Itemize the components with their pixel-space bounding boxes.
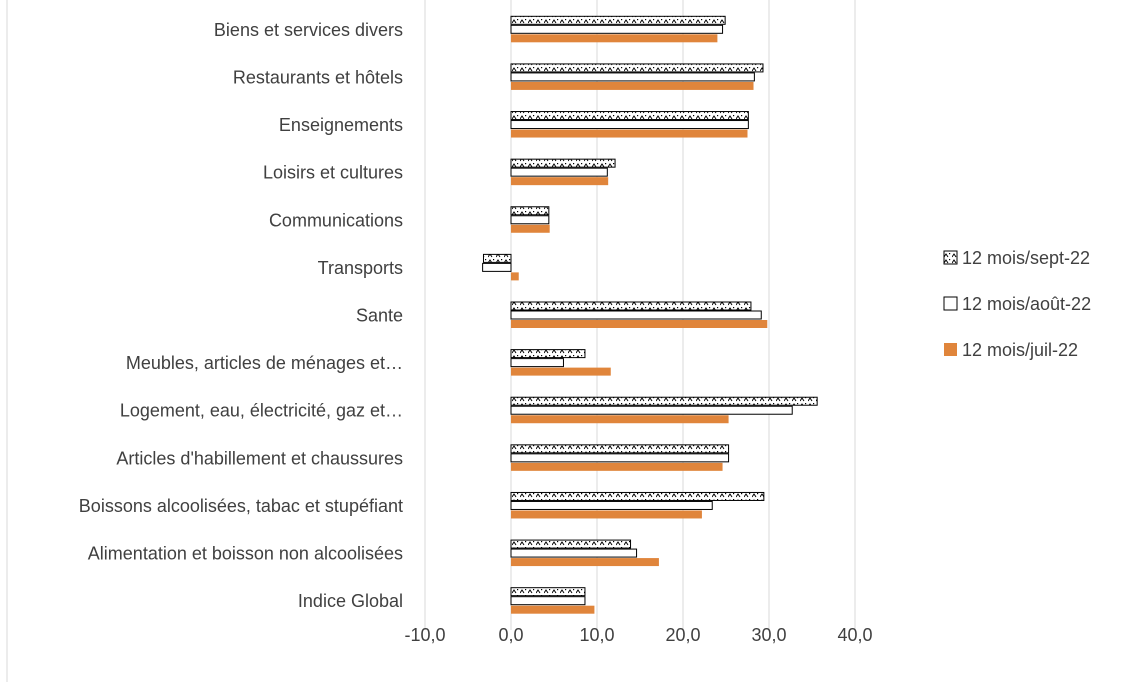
x-tick-label: 0,0 xyxy=(498,625,523,645)
bar xyxy=(510,215,550,225)
bar xyxy=(510,301,752,311)
bar xyxy=(510,500,713,510)
bar xyxy=(510,444,730,454)
category-label: Sante xyxy=(356,306,403,326)
bars xyxy=(482,15,818,614)
bar xyxy=(511,320,768,328)
bar xyxy=(511,415,729,424)
bar xyxy=(510,396,818,406)
category-label: Biens et services divers xyxy=(214,20,403,40)
bar xyxy=(511,367,611,376)
bar xyxy=(511,224,550,233)
legend-label: 12 mois/sept-22 xyxy=(962,248,1090,268)
bar xyxy=(510,453,730,463)
bar xyxy=(510,405,793,415)
legend-label: 12 mois/août-22 xyxy=(962,294,1091,314)
bar xyxy=(511,605,595,614)
bar xyxy=(511,129,748,138)
bar xyxy=(510,548,638,558)
bar xyxy=(511,81,754,90)
legend-label: 12 mois/juil-22 xyxy=(962,340,1078,360)
bar xyxy=(510,15,726,25)
legend-swatch xyxy=(944,343,957,356)
category-label: Articles d'habillement et chaussures xyxy=(116,448,403,468)
category-label: Enseignements xyxy=(279,115,403,135)
category-axis-labels: Indice Global Alimentation et boisson non… xyxy=(79,20,403,611)
bar xyxy=(482,262,512,272)
bar xyxy=(510,111,749,121)
bar xyxy=(510,206,550,216)
x-tick-label: 40,0 xyxy=(837,625,872,645)
bar xyxy=(510,491,765,501)
x-tick-label: 30,0 xyxy=(751,625,786,645)
bar xyxy=(510,310,762,320)
category-label: Transports xyxy=(318,258,403,278)
legend-swatch xyxy=(943,250,958,265)
category-label: Boissons alcoolisées, tabac et stupéfian… xyxy=(79,496,403,516)
x-tick-label: 20,0 xyxy=(665,625,700,645)
bar xyxy=(510,596,586,606)
bar xyxy=(510,349,586,359)
bar xyxy=(510,158,616,168)
bar xyxy=(511,462,723,471)
x-tick-label: -10,0 xyxy=(404,625,445,645)
bar xyxy=(510,167,608,177)
bar xyxy=(511,272,519,281)
bar xyxy=(482,253,512,263)
bar xyxy=(510,63,764,73)
bar xyxy=(511,558,659,567)
category-label: Loisirs et cultures xyxy=(263,163,403,183)
bar xyxy=(510,358,564,368)
category-label: Logement, eau, électricité, gaz et… xyxy=(120,401,403,421)
bar xyxy=(510,24,724,34)
legend-swatch xyxy=(943,296,958,311)
bar xyxy=(510,539,632,549)
x-tick-label: 10,0 xyxy=(579,625,614,645)
bar xyxy=(510,587,586,597)
bar xyxy=(510,120,749,130)
category-label: Communications xyxy=(269,210,403,230)
category-label: Restaurants et hôtels xyxy=(233,67,403,87)
legend: 12 mois/sept-22 12 mois/août-22 12 mois/ju… xyxy=(943,248,1091,360)
category-label: Indice Global xyxy=(298,591,403,611)
bar xyxy=(511,510,702,519)
category-label: Alimentation et boisson non alcoolisées xyxy=(88,544,403,564)
bar xyxy=(511,34,718,43)
value-axis-labels: -10,0 0,0 10,0 20,0 30,0 40,0 xyxy=(404,625,872,645)
bar xyxy=(510,72,755,82)
bar xyxy=(511,177,609,186)
category-label: Meubles, articles de ménages et… xyxy=(126,353,403,373)
